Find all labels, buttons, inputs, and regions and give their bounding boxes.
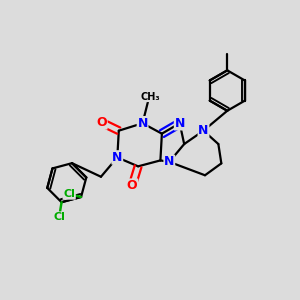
Text: Cl: Cl bbox=[53, 212, 65, 222]
Text: N: N bbox=[164, 155, 175, 168]
Text: N: N bbox=[198, 124, 209, 137]
Text: CH₃: CH₃ bbox=[140, 92, 160, 101]
Text: O: O bbox=[96, 116, 107, 129]
Text: Cl: Cl bbox=[63, 189, 75, 199]
Text: N: N bbox=[112, 151, 122, 164]
Text: N: N bbox=[175, 117, 185, 130]
Text: O: O bbox=[127, 179, 137, 192]
Text: N: N bbox=[137, 117, 148, 130]
